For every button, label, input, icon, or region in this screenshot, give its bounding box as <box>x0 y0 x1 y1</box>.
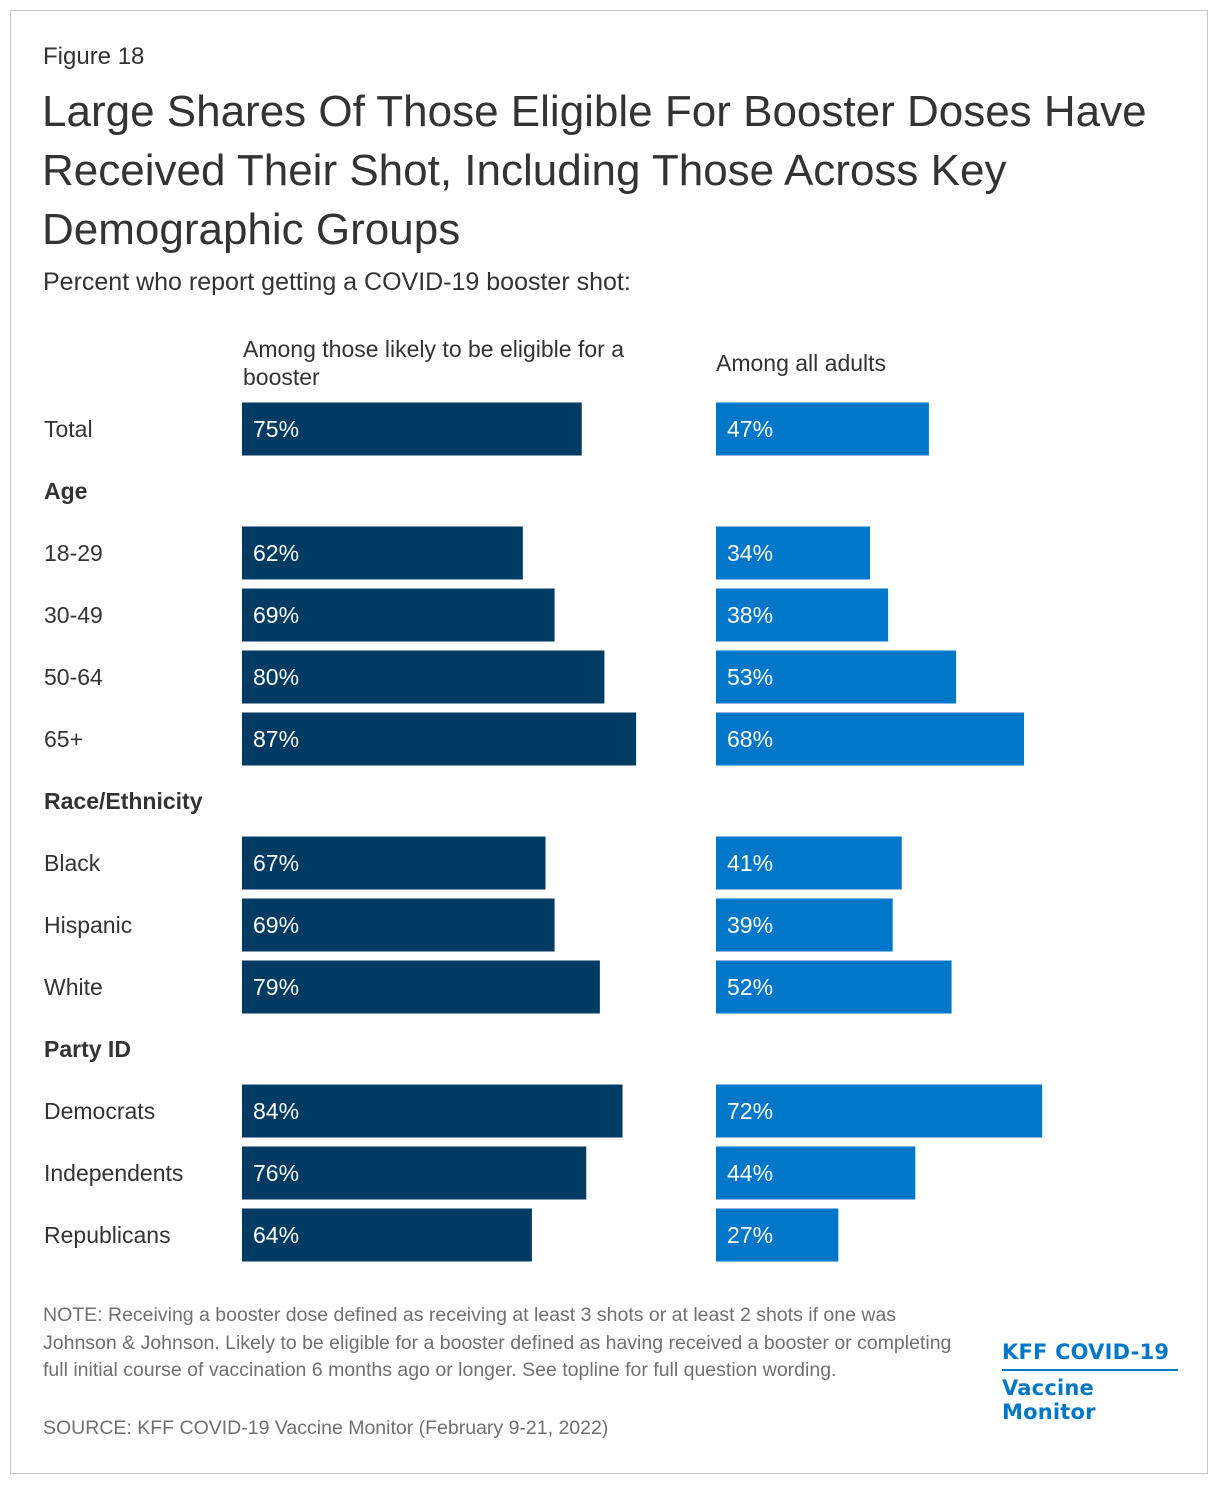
data-label-eligible-hispanic: 69% <box>253 912 299 938</box>
series-header-eligible: Among those likely to be eligible for a … <box>243 336 624 390</box>
bar-eligible-50-64 <box>242 650 605 704</box>
group-header-race-ethnicity: Race/Ethnicity <box>44 788 203 814</box>
logo-line-1: KFF COVID-19 <box>1002 1340 1178 1371</box>
data-label-eligible-50-64: 80% <box>253 664 299 690</box>
data-label-eligible-65: 87% <box>253 726 299 752</box>
bar-eligible-total <box>242 402 582 456</box>
bar-all-adults-18-29 <box>716 526 871 580</box>
data-label-eligible-30-49: 69% <box>253 602 299 628</box>
category-label-30-49: 30-49 <box>44 602 103 628</box>
category-label-50-64: 50-64 <box>44 664 103 690</box>
bar-all-adults-democrats <box>716 1084 1043 1138</box>
bar-eligible-65 <box>242 712 637 766</box>
category-label-white: White <box>44 974 103 1000</box>
data-label-all-adults-50-64: 53% <box>727 664 773 690</box>
figure-frame <box>10 10 1208 1474</box>
data-label-eligible-black: 67% <box>253 850 299 876</box>
data-label-all-adults-hispanic: 39% <box>727 912 773 938</box>
bar-all-adults-50-64 <box>716 650 957 704</box>
chart-title: Large Shares Of Those Eligible For Boost… <box>42 87 1147 254</box>
bar-eligible-independents <box>242 1146 587 1200</box>
bar-all-adults-hispanic <box>716 898 893 952</box>
bar-all-adults-white <box>716 960 952 1014</box>
kff-logo: KFF COVID-19 Vaccine Monitor <box>1002 1340 1178 1424</box>
bar-all-adults-65 <box>716 712 1025 766</box>
data-label-all-adults-republicans: 27% <box>727 1222 773 1248</box>
series-header-all-adults: Among all adults <box>716 350 887 376</box>
category-label-democrats: Democrats <box>44 1098 155 1124</box>
category-label-hispanic: Hispanic <box>44 912 132 938</box>
group-header-party-id: Party ID <box>44 1036 131 1062</box>
bar-all-adults-black <box>716 836 902 890</box>
data-label-all-adults-30-49: 38% <box>727 602 773 628</box>
bar-eligible-30-49 <box>242 588 555 642</box>
bar-eligible-18-29 <box>242 526 523 580</box>
category-label-black: Black <box>44 850 101 876</box>
bar-all-adults-republicans <box>716 1208 839 1262</box>
category-label-republicans: Republicans <box>44 1222 171 1248</box>
data-label-all-adults-democrats: 72% <box>727 1098 773 1124</box>
bar-eligible-republicans <box>242 1208 532 1262</box>
bar-eligible-democrats <box>242 1084 623 1138</box>
chart-subtitle: Percent who report getting a COVID-19 bo… <box>43 268 631 296</box>
data-label-all-adults-total: 47% <box>727 416 773 442</box>
data-label-eligible-white: 79% <box>253 974 299 1000</box>
category-label-65: 65+ <box>44 726 83 752</box>
category-label-independents: Independents <box>44 1160 183 1186</box>
group-header-age: Age <box>44 478 87 504</box>
bar-eligible-black <box>242 836 546 890</box>
data-label-eligible-total: 75% <box>253 416 299 442</box>
bar-all-adults-independents <box>716 1146 916 1200</box>
data-label-eligible-independents: 76% <box>253 1160 299 1186</box>
logo-line-2: Vaccine Monitor <box>1002 1376 1096 1424</box>
bar-all-adults-total <box>716 402 929 456</box>
bar-eligible-hispanic <box>242 898 555 952</box>
category-label-18-29: 18-29 <box>44 540 103 566</box>
category-label-total: Total <box>44 416 93 442</box>
data-label-eligible-republicans: 64% <box>253 1222 299 1248</box>
chart-source: SOURCE: KFF COVID-19 Vaccine Monitor (Fe… <box>43 1417 609 1439</box>
data-label-all-adults-independents: 44% <box>727 1160 773 1186</box>
bar-eligible-white <box>242 960 600 1014</box>
chart-note: NOTE: Receiving a booster dose defined a… <box>43 1304 952 1381</box>
bar-all-adults-30-49 <box>716 588 889 642</box>
data-label-all-adults-18-29: 34% <box>727 540 773 566</box>
figure-label: Figure 18 <box>43 43 145 70</box>
data-label-all-adults-65: 68% <box>727 726 773 752</box>
data-label-eligible-democrats: 84% <box>253 1098 299 1124</box>
data-label-all-adults-white: 52% <box>727 974 773 1000</box>
data-label-all-adults-black: 41% <box>727 850 773 876</box>
data-label-eligible-18-29: 62% <box>253 540 299 566</box>
